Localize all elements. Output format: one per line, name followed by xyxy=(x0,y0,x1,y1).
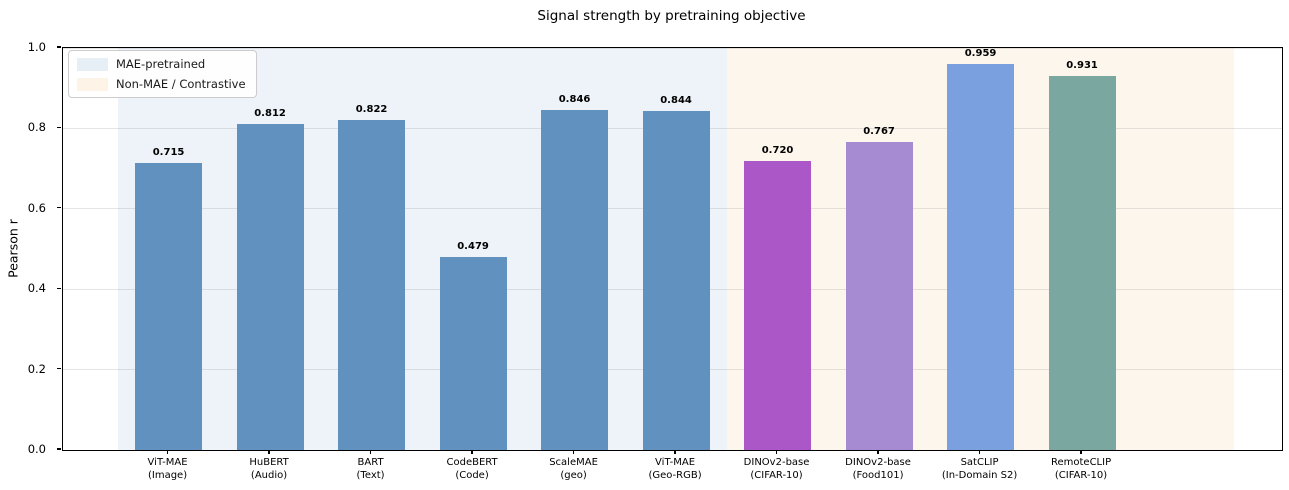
bar-value-label: 0.812 xyxy=(254,107,286,119)
x-tick-mark xyxy=(877,450,879,454)
x-tick-label: ViT-MAE (Image) xyxy=(147,457,188,481)
gridline xyxy=(63,47,1282,49)
x-tick-mark xyxy=(471,450,473,454)
bar-value-label: 0.931 xyxy=(1066,59,1098,71)
x-tick-label: SatCLIP (In-Domain S2) xyxy=(941,457,1018,481)
x-tick-label: HuBERT (Audio) xyxy=(249,457,289,481)
x-tick-mark xyxy=(166,450,169,454)
y-tick-label: 1.0 xyxy=(27,40,46,54)
plot-area: 0.715 0.812 0.822 0.479 0.846 0.844 0.720 0.767… xyxy=(62,47,1283,451)
x-tick-mark xyxy=(369,450,372,454)
bar-scalemae xyxy=(541,109,609,450)
y-tick-mark xyxy=(57,287,61,289)
y-tick-mark xyxy=(57,367,61,370)
y-tick-label: 0.2 xyxy=(27,361,46,376)
y-tick-mark xyxy=(57,126,61,129)
legend: MAE-pretrained Non-MAE / Contrastive xyxy=(68,50,257,98)
x-tick-label: ScaleMAE (geo) xyxy=(549,457,598,481)
y-tick-label: 0.8 xyxy=(27,120,46,135)
x-tick-mark xyxy=(674,450,676,454)
bar-dinov2-base xyxy=(845,141,913,450)
bar-vit-mae xyxy=(135,162,203,450)
x-tick-mark xyxy=(572,450,575,454)
legend-swatch xyxy=(77,77,108,91)
x-tick-mark xyxy=(1080,450,1082,454)
bar-bart xyxy=(338,119,406,450)
x-tick-label: BART (Text) xyxy=(356,457,385,481)
bar-value-label: 0.720 xyxy=(761,144,794,156)
y-tick-label: 0.4 xyxy=(27,281,46,296)
bar-dinov2-base xyxy=(744,160,812,450)
x-tick-label: DINOv2-base (CIFAR-10) xyxy=(743,457,810,481)
bar-hubert xyxy=(236,123,304,450)
bar-value-label: 0.959 xyxy=(964,48,997,60)
bar-value-label: 0.715 xyxy=(152,146,185,158)
y-tick-mark xyxy=(57,207,61,209)
y-tick-label: 0.0 xyxy=(27,442,46,456)
legend-item-0: MAE-pretrained xyxy=(77,57,246,71)
bar-value-label: 0.822 xyxy=(355,103,388,115)
y-tick-mark xyxy=(57,46,61,48)
x-tick-label: ViT-MAE (Geo-RGB) xyxy=(648,457,702,481)
chart-title: Signal strength by pretraining objective xyxy=(537,8,806,24)
x-tick-label: DINOv2-base (Food101) xyxy=(845,457,911,481)
bar-codebert xyxy=(439,257,507,450)
x-tick-mark xyxy=(775,450,778,454)
bar-value-label: 0.844 xyxy=(660,94,692,106)
x-tick-label: CodeBERT (Code) xyxy=(446,457,498,481)
y-tick-label: 0.6 xyxy=(27,200,46,215)
bar-satclip xyxy=(947,64,1015,450)
bar-remoteclip xyxy=(1048,75,1116,450)
legend-swatch xyxy=(77,57,108,71)
legend-item-1: Non-MAE / Contrastive xyxy=(77,77,246,91)
bar-vit-mae xyxy=(642,110,710,450)
bar-value-label: 0.846 xyxy=(558,93,591,105)
bar-value-label: 0.479 xyxy=(457,241,489,253)
legend-label: MAE-pretrained xyxy=(116,57,206,71)
bar-value-label: 0.767 xyxy=(863,125,895,137)
x-tick-label: RemoteCLIP (CIFAR-10) xyxy=(1050,457,1112,481)
x-tick-mark xyxy=(978,450,981,454)
region-span-mae xyxy=(117,48,727,450)
y-axis-label: Pearson r xyxy=(5,219,21,278)
legend-label: Non-MAE / Contrastive xyxy=(116,77,246,91)
x-tick-mark xyxy=(268,450,270,454)
y-tick-mark xyxy=(57,448,61,450)
